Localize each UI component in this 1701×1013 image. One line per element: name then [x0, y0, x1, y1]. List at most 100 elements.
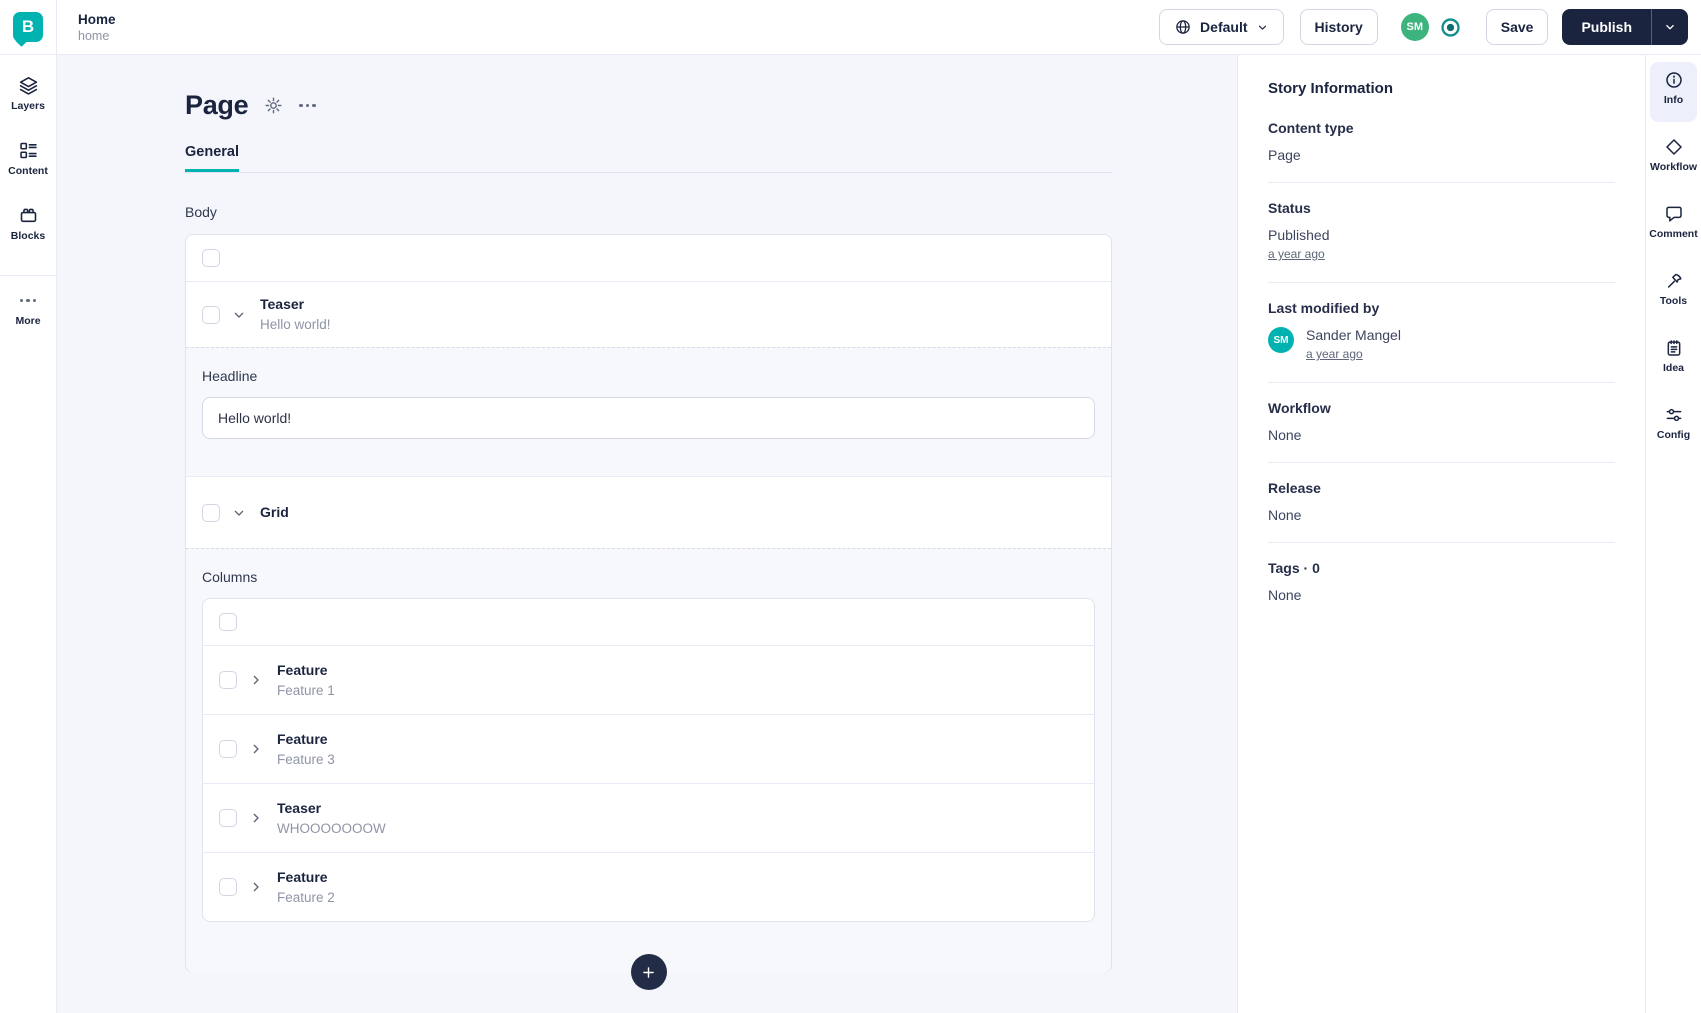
chevron-down-icon[interactable] — [231, 505, 247, 521]
block-row-feature-1[interactable]: Feature Feature 1 — [203, 645, 1094, 714]
block-row-teaser-whoow[interactable]: Teaser WHOOOOOOOW — [203, 783, 1094, 852]
comment-icon — [1664, 204, 1684, 224]
page-title: Page — [185, 90, 249, 120]
block-type: Teaser — [260, 296, 305, 312]
panel-tab-idea[interactable]: Idea — [1650, 330, 1697, 390]
teaser-expanded-fields: Headline — [186, 347, 1111, 477]
more-options-button[interactable] — [299, 103, 316, 108]
panel-title: Story Information — [1268, 80, 1394, 97]
workflow-value: None — [1268, 427, 1302, 443]
panel-tab-tools[interactable]: Tools — [1650, 263, 1697, 323]
modified-time-link[interactable]: a year ago — [1306, 347, 1363, 361]
chevron-down-icon — [1256, 21, 1269, 34]
panel-tab-comment[interactable]: Comment — [1649, 196, 1698, 256]
block-checkbox[interactable] — [219, 809, 237, 827]
blocks-icon — [18, 205, 39, 226]
release-value: None — [1268, 507, 1302, 523]
config-icon — [1664, 405, 1684, 425]
select-all-checkbox[interactable] — [202, 249, 220, 267]
language-select-button[interactable]: Default — [1159, 9, 1284, 45]
sidebar-item-more[interactable]: More — [0, 284, 56, 342]
sidebar-item-layers[interactable]: Layers — [0, 69, 56, 127]
globe-icon — [1174, 18, 1192, 36]
body-field-label: Body — [185, 204, 217, 220]
block-checkbox[interactable] — [219, 878, 237, 896]
chevron-right-icon[interactable] — [248, 879, 264, 895]
content-icon — [18, 140, 39, 161]
storyblok-logo-icon[interactable]: B — [13, 12, 43, 42]
user-avatar[interactable]: SM — [1400, 13, 1429, 41]
grid-expanded-fields: Columns Feature Feature 1 — [186, 548, 1111, 973]
panel-tab-config[interactable]: Config — [1650, 397, 1697, 457]
history-button[interactable]: History — [1299, 9, 1378, 45]
tools-icon — [1664, 271, 1684, 291]
right-sidebar: Info Workflow Comment Tools — [1645, 55, 1701, 1013]
workflow-section: Workflow None — [1268, 383, 1615, 463]
save-button[interactable]: Save — [1485, 9, 1549, 45]
story-title: Home — [78, 11, 116, 27]
block-subtitle: Hello world! — [260, 317, 331, 332]
publish-dropdown-button[interactable] — [1651, 9, 1688, 45]
status-section: Status Published a year ago — [1268, 183, 1615, 283]
status-time-link[interactable]: a year ago — [1268, 247, 1325, 261]
info-icon — [1664, 70, 1684, 90]
chevron-right-icon[interactable] — [248, 672, 264, 688]
breadcrumb: Home home — [78, 11, 116, 44]
left-sidebar: Layers Content Blocks More — [0, 55, 57, 1013]
gear-icon — [264, 96, 283, 115]
workflow-icon — [1664, 137, 1684, 157]
publish-button[interactable]: Publish — [1581, 19, 1632, 35]
more-icon — [19, 290, 37, 311]
status-value: Published — [1268, 227, 1330, 243]
chevron-down-icon[interactable] — [231, 307, 247, 323]
block-subtitle: Feature 2 — [277, 889, 335, 905]
add-block-button[interactable] — [630, 954, 667, 990]
headline-field-label: Headline — [202, 368, 258, 384]
headline-input[interactable] — [202, 397, 1095, 439]
topbar-actions: Default History SM Save Publish — [1159, 9, 1701, 45]
sidebar-item-blocks[interactable]: Blocks — [0, 199, 56, 257]
story-info-panel: Story Information Content type Page Stat… — [1237, 55, 1645, 1013]
editor-main: Page General Body — [57, 55, 1237, 1013]
last-modified-section: Last modified by SM Sander Mangel a year… — [1268, 283, 1615, 383]
block-row-feature-2[interactable]: Feature Feature 2 — [203, 852, 1094, 921]
block-type: Teaser — [277, 799, 322, 816]
panel-tab-info[interactable]: Info — [1650, 62, 1697, 122]
chevron-down-icon — [1663, 20, 1677, 34]
modified-by-name: Sander Mangel — [1306, 327, 1401, 343]
select-all-row[interactable] — [203, 599, 1094, 645]
select-all-row[interactable] — [186, 235, 1111, 281]
modified-by-avatar: SM — [1268, 327, 1294, 353]
block-checkbox[interactable] — [219, 671, 237, 689]
tab-general[interactable]: General — [185, 144, 239, 172]
panel-tab-workflow[interactable]: Workflow — [1650, 129, 1697, 189]
block-subtitle: WHOOOOOOOW — [277, 820, 386, 836]
tags-value: None — [1268, 587, 1302, 603]
story-slug: home — [78, 28, 110, 43]
sidebar-item-content[interactable]: Content — [0, 134, 56, 192]
editor-tabs: General — [185, 143, 1112, 173]
chevron-right-icon[interactable] — [248, 810, 264, 826]
select-all-checkbox[interactable] — [219, 613, 237, 631]
block-row-teaser[interactable]: Teaser Hello world! — [186, 281, 1111, 347]
presence-status-icon[interactable] — [1439, 15, 1463, 39]
save-label: Save — [1500, 19, 1534, 35]
block-checkbox[interactable] — [202, 503, 220, 522]
columns-blocks-card: Feature Feature 1 Feature Feature 3 — [202, 598, 1095, 922]
content-type-section: Content type Page — [1268, 103, 1615, 183]
block-type: Feature — [277, 868, 328, 885]
schema-settings-button[interactable] — [264, 96, 283, 115]
block-checkbox[interactable] — [202, 305, 220, 324]
idea-icon — [1664, 338, 1684, 358]
block-row-feature-3[interactable]: Feature Feature 3 — [203, 714, 1094, 783]
block-type: Feature — [277, 661, 328, 678]
block-row-grid[interactable]: Grid — [186, 477, 1111, 548]
block-type: Grid — [260, 504, 289, 520]
chevron-right-icon[interactable] — [248, 741, 264, 757]
release-section: Release None — [1268, 463, 1615, 543]
block-checkbox[interactable] — [219, 740, 237, 758]
language-label: Default — [1200, 19, 1248, 35]
layers-icon — [18, 75, 39, 96]
history-label: History — [1314, 19, 1363, 35]
top-bar: B Home home Default History SM — [0, 0, 1701, 55]
